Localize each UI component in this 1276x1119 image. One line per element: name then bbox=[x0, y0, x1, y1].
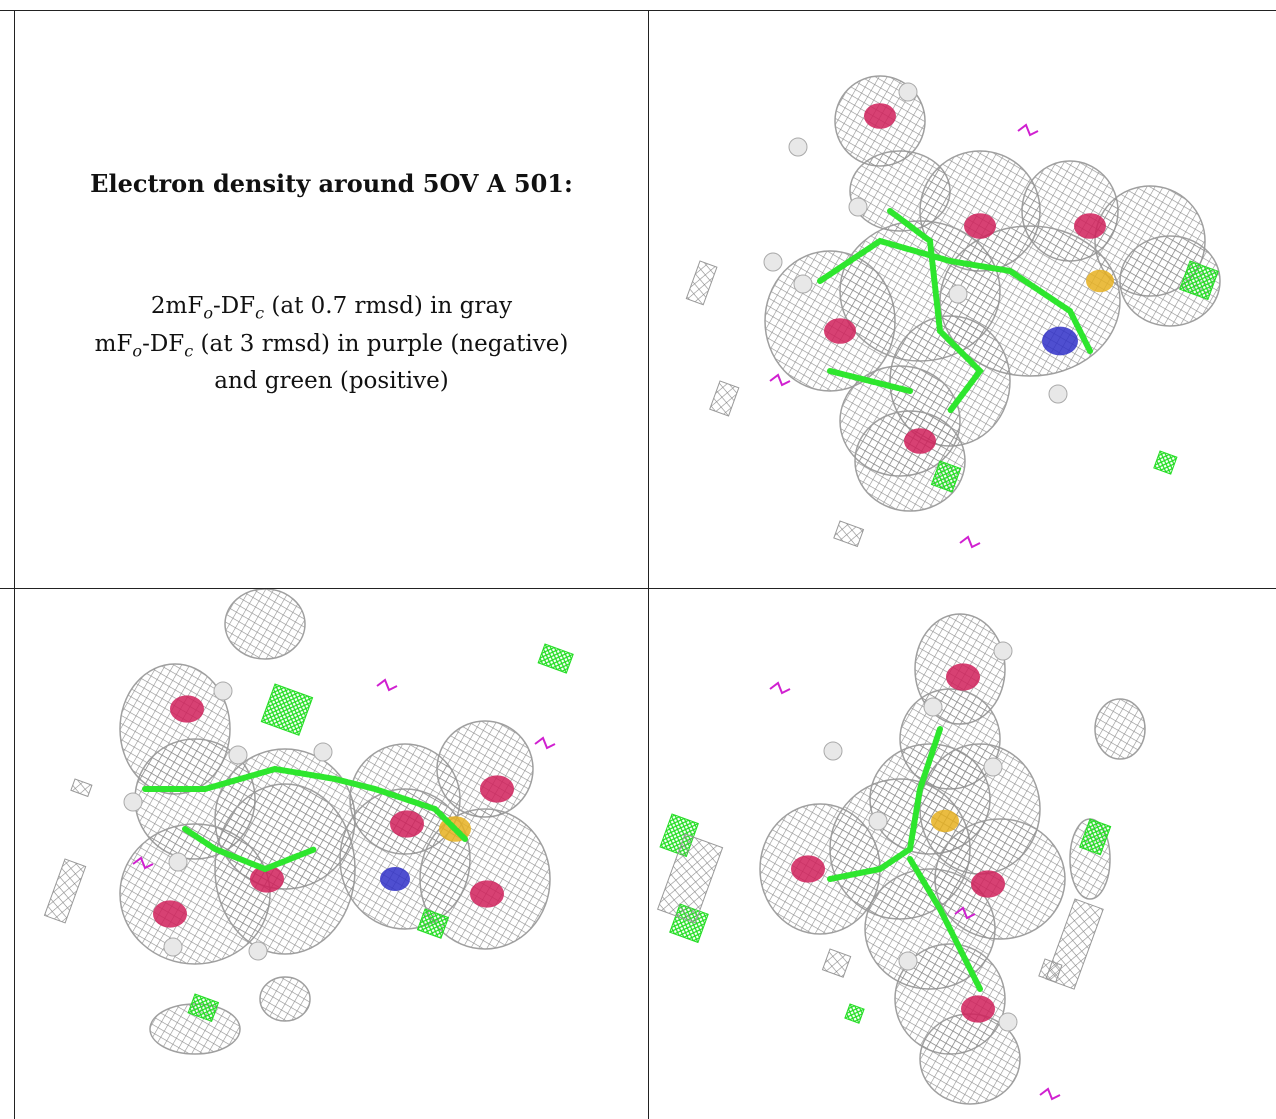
density-blob bbox=[419, 808, 551, 950]
bond-stick bbox=[182, 826, 318, 873]
hydrogen-sphere bbox=[868, 811, 888, 831]
hydrogen-sphere bbox=[923, 697, 943, 717]
positive-density-fragment bbox=[930, 460, 962, 493]
electron-density-mesh-icon bbox=[43, 589, 574, 1055]
oxygen-atom bbox=[250, 865, 284, 893]
positive-density-fragment bbox=[416, 908, 450, 939]
positive-density-fragment bbox=[1153, 450, 1178, 475]
bond-stick bbox=[887, 208, 984, 414]
bond-stick bbox=[827, 726, 943, 882]
hydrogen-sphere bbox=[213, 681, 233, 701]
negative-density-fragment bbox=[954, 906, 976, 920]
negative-density-fragment bbox=[959, 535, 981, 549]
gray-density-fragment bbox=[685, 260, 718, 306]
negative-density-fragment bbox=[132, 856, 154, 870]
oxygen-atom bbox=[1074, 213, 1106, 239]
gray-density-fragment bbox=[43, 858, 87, 924]
left-border bbox=[14, 10, 15, 1119]
sulfur-atom bbox=[1086, 269, 1114, 293]
oxygen-atom bbox=[170, 695, 204, 723]
hydrogen-sphere bbox=[123, 792, 143, 812]
bond-stick bbox=[817, 237, 1093, 354]
density-view-bottom-left bbox=[15, 589, 648, 1119]
gray-density-fragment bbox=[70, 778, 93, 798]
electron-density-mesh-icon bbox=[685, 75, 1221, 549]
hydrogen-sphere bbox=[168, 852, 188, 872]
gray-density-fragment bbox=[656, 833, 724, 924]
hydrogen-sphere bbox=[793, 274, 813, 294]
sulfur-atom bbox=[931, 809, 959, 833]
oxygen-atom bbox=[961, 995, 995, 1023]
density-view-bottom-right bbox=[650, 589, 1276, 1119]
bond-stick bbox=[907, 856, 983, 992]
nitrogen-atom bbox=[380, 867, 410, 891]
legend-line-gray: 2mFo-DFc (at 0.7 rmsd) in gray bbox=[150, 293, 513, 323]
oxygen-atom bbox=[864, 103, 896, 129]
oxygen-atom bbox=[791, 855, 825, 883]
nitrogen-atom bbox=[1042, 326, 1078, 356]
bond-stick bbox=[142, 765, 468, 842]
negative-density-fragment bbox=[1017, 123, 1039, 137]
oxygen-atom bbox=[904, 428, 936, 454]
hydrogen-sphere bbox=[313, 742, 333, 762]
hydrogen-sphere bbox=[823, 741, 843, 761]
gray-density-fragment bbox=[1038, 958, 1063, 983]
hydrogen-sphere bbox=[248, 941, 268, 961]
positive-density-fragment bbox=[1079, 818, 1112, 856]
positive-density-fragment bbox=[1179, 260, 1219, 301]
legend-line-difference: mFo-DFc (at 3 rmsd) in purple (negative) bbox=[94, 330, 569, 361]
hydrogen-sphere bbox=[848, 197, 868, 217]
density-blob bbox=[1094, 698, 1146, 760]
bond-stick bbox=[827, 368, 913, 394]
hydrogen-sphere bbox=[998, 1012, 1018, 1032]
density-blob bbox=[1119, 235, 1221, 327]
hydrogen-sphere bbox=[993, 641, 1013, 661]
figure-title: Electron density around 5OV A 501: bbox=[90, 169, 573, 198]
positive-density-fragment bbox=[537, 643, 574, 674]
oxygen-atom bbox=[390, 810, 424, 838]
positive-density-fragment bbox=[844, 1003, 865, 1024]
caption-cell: Electron density around 5OV A 501: 2mFo-… bbox=[15, 11, 648, 588]
hydrogen-sphere bbox=[228, 745, 248, 765]
gray-density-fragment bbox=[833, 520, 865, 548]
top-border bbox=[0, 10, 1276, 11]
negative-density-fragment bbox=[769, 373, 791, 387]
density-blob bbox=[854, 410, 966, 512]
hydrogen-sphere bbox=[788, 137, 808, 157]
oxygen-atom bbox=[971, 870, 1005, 898]
oxygen-atom bbox=[824, 318, 856, 344]
negative-density-fragment bbox=[376, 678, 398, 692]
legend-text: 2mFo-DFc (at 0.7 rmsd) in gray mFo-DFc (… bbox=[15, 291, 648, 397]
hydrogen-sphere bbox=[1048, 384, 1068, 404]
hydrogen-sphere bbox=[948, 284, 968, 304]
gray-density-fragment bbox=[709, 380, 740, 417]
hydrogen-sphere bbox=[163, 937, 183, 957]
oxygen-atom bbox=[153, 900, 187, 928]
hydrogen-sphere bbox=[763, 252, 783, 272]
density-blob bbox=[214, 783, 356, 955]
oxygen-atom bbox=[480, 775, 514, 803]
hydrogen-sphere bbox=[898, 951, 918, 971]
positive-density-fragment bbox=[187, 993, 220, 1022]
negative-density-fragment bbox=[1039, 1087, 1061, 1101]
positive-density-fragment bbox=[260, 683, 314, 736]
negative-density-fragment bbox=[534, 736, 556, 750]
middle-border bbox=[0, 588, 1276, 589]
oxygen-atom bbox=[470, 880, 504, 908]
negative-density-fragment bbox=[769, 681, 791, 695]
density-blob bbox=[436, 720, 534, 818]
hydrogen-sphere bbox=[983, 757, 1003, 777]
density-blob bbox=[259, 976, 311, 1022]
hydrogen-sphere bbox=[898, 82, 918, 102]
electron-density-mesh-icon bbox=[656, 613, 1146, 1105]
legend-line-positive: and green (positive) bbox=[214, 368, 449, 395]
center-divider bbox=[648, 10, 649, 1119]
gray-density-fragment bbox=[821, 948, 852, 978]
oxygen-atom bbox=[964, 213, 996, 239]
density-blob bbox=[224, 589, 306, 660]
density-view-top-right bbox=[650, 11, 1276, 588]
oxygen-atom bbox=[946, 663, 980, 691]
